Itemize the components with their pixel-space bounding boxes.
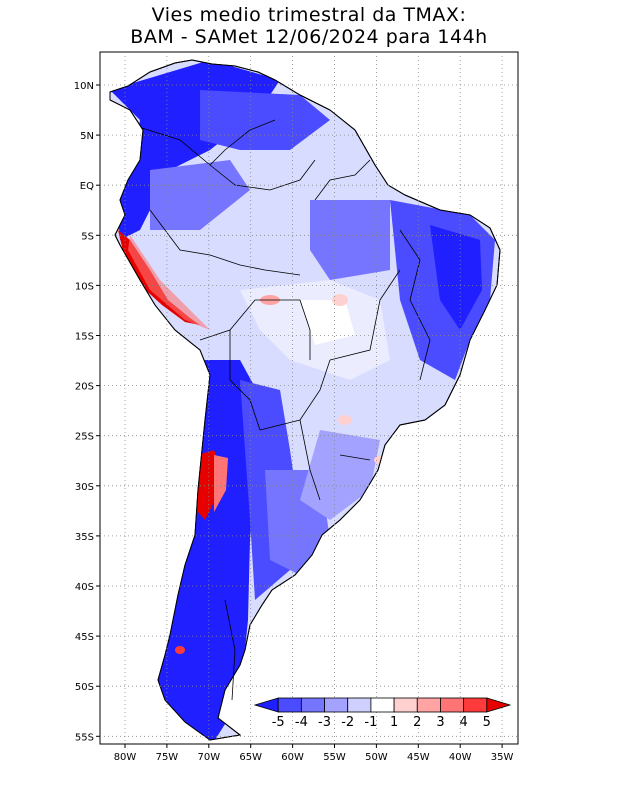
colorbar-segment [486, 697, 512, 713]
colorbar-label: 2 [413, 715, 421, 730]
colorbar-label: 5 [483, 715, 491, 730]
colorbar-label: -4 [295, 715, 308, 730]
colorbar: -5 -4 -3 -2 -1 1 2 3 4 5 [253, 697, 512, 730]
lat-tick-label: 35S [75, 532, 94, 543]
lat-tick-label: 15S [75, 332, 94, 343]
colorbar-label: 1 [390, 715, 398, 730]
lat-tick-label: 30S [75, 482, 94, 493]
colorbar-segment [277, 697, 302, 713]
latitude-labels: 10N 5N EQ 5S 10S 15S 20S 25S 30S 35S 40S 45S 50S 55S [74, 81, 100, 743]
lon-tick-label: 65W [239, 752, 262, 763]
colorbar-label: 3 [436, 715, 444, 730]
country-borders [141, 119, 431, 701]
lon-tick-label: 70W [197, 752, 220, 763]
colorbar-segment [463, 697, 488, 713]
colorbar-segment [416, 697, 441, 713]
lon-tick-label: 50W [365, 752, 388, 763]
graticule [100, 52, 518, 744]
lat-tick-label: 10S [75, 281, 94, 292]
colorbar-segment [440, 697, 465, 713]
colorbar-label: 4 [459, 715, 467, 730]
lat-tick-label: EQ [80, 181, 94, 192]
lat-tick-label: 5S [81, 231, 94, 242]
map-title-line1: Vies medio trimestral da TMAX: [151, 4, 467, 26]
lat-tick-label: 50S [75, 682, 94, 693]
lat-tick-label: 45S [75, 632, 94, 643]
lat-tick-label: 25S [75, 432, 94, 443]
colorbar-label: -5 [272, 715, 285, 730]
lat-tick-label: 55S [75, 732, 94, 743]
colorbar-label: -3 [318, 715, 331, 730]
lon-tick-label: 40W [449, 752, 472, 763]
lon-tick-label: 55W [323, 752, 346, 763]
colorbar-label: -1 [364, 715, 377, 730]
lat-tick-label: 20S [75, 382, 94, 393]
lat-tick-label: 5N [80, 131, 94, 142]
colorbar-segment [324, 697, 349, 713]
lat-tick-label: 10N [74, 81, 94, 92]
colorbar-segment [347, 697, 372, 713]
lat-tick-label: 40S [75, 582, 94, 593]
continent-outline [109, 59, 501, 741]
longitude-labels: 80W 75W 70W 65W 60W 55W 50W 45W 40W 35W [114, 744, 514, 763]
lon-tick-label: 80W [114, 752, 137, 763]
map-title-line2: BAM - SAMet 12/06/2024 para 144h [130, 26, 488, 48]
colorbar-segment [393, 697, 418, 713]
colorbar-segment [370, 697, 395, 713]
lon-tick-label: 75W [156, 752, 179, 763]
lon-tick-label: 45W [407, 752, 430, 763]
colorbar-label: -2 [341, 715, 354, 730]
lon-tick-label: 35W [491, 752, 514, 763]
colorbar-segment [300, 697, 325, 713]
lon-tick-label: 60W [281, 752, 304, 763]
